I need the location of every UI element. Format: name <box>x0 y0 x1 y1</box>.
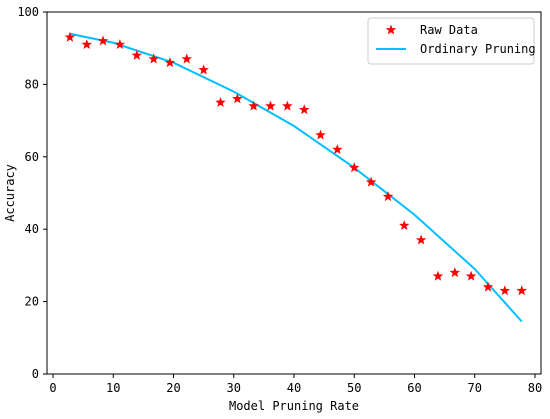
data-point <box>349 162 360 173</box>
data-point <box>148 53 159 64</box>
x-tick-label: 20 <box>166 381 180 395</box>
y-tick-label: 40 <box>25 222 39 236</box>
data-point <box>365 176 377 187</box>
x-tick-label: 10 <box>106 381 120 395</box>
data-point <box>198 64 209 75</box>
x-tick-label: 30 <box>227 381 241 395</box>
data-point <box>64 31 76 42</box>
data-point <box>81 39 92 50</box>
data-point <box>315 129 326 140</box>
y-tick-label: 60 <box>25 150 39 164</box>
data-point <box>181 53 192 64</box>
x-tick-label: 80 <box>528 381 542 395</box>
data-point <box>499 285 511 296</box>
data-point <box>97 35 109 46</box>
data-point <box>232 93 243 104</box>
data-point <box>449 267 461 278</box>
data-point <box>432 270 444 281</box>
data-point <box>282 100 293 111</box>
plot-area <box>46 11 542 375</box>
data-point <box>299 104 310 115</box>
y-tick-label: 80 <box>25 77 39 91</box>
legend-star-shape <box>385 24 397 35</box>
data-point <box>164 57 176 68</box>
data-point <box>332 144 343 155</box>
legend-star-icon <box>385 24 397 35</box>
data-point <box>131 49 142 60</box>
x-tick-label: 70 <box>468 381 482 395</box>
y-tick-label: 100 <box>17 5 39 19</box>
legend: Raw Data Ordinary Pruning <box>367 17 536 65</box>
data-point <box>215 97 226 107</box>
data-point <box>415 234 427 245</box>
y-axis-ticks: 0 20 40 60 80 100 <box>17 5 47 381</box>
data-point <box>382 191 394 202</box>
data-point <box>265 100 276 111</box>
data-point <box>114 39 126 50</box>
x-tick-label: 60 <box>407 381 421 395</box>
data-point <box>248 100 259 111</box>
data-point <box>465 270 477 281</box>
x-tick-label: 40 <box>287 381 301 395</box>
points-layer <box>64 31 527 296</box>
x-tick-label: 50 <box>347 381 361 395</box>
data-point <box>482 281 494 292</box>
x-tick-label: 0 <box>49 381 56 395</box>
y-axis-label: Accuracy <box>3 164 17 222</box>
x-axis-label: Model Pruning Rate <box>229 399 359 413</box>
data-point <box>516 285 527 296</box>
series-line-ordinary-pruning <box>69 32 523 323</box>
legend-label-raw-data: Raw Data <box>420 23 478 37</box>
y-tick-label: 0 <box>32 367 39 381</box>
x-axis-ticks: 0 10 20 30 40 50 60 70 80 <box>49 374 542 395</box>
line-layer <box>69 32 523 323</box>
legend-label-ordinary-pruning: Ordinary Pruning <box>420 42 536 56</box>
y-tick-label: 20 <box>25 295 39 309</box>
legend-box <box>367 17 535 65</box>
data-point <box>399 220 410 231</box>
